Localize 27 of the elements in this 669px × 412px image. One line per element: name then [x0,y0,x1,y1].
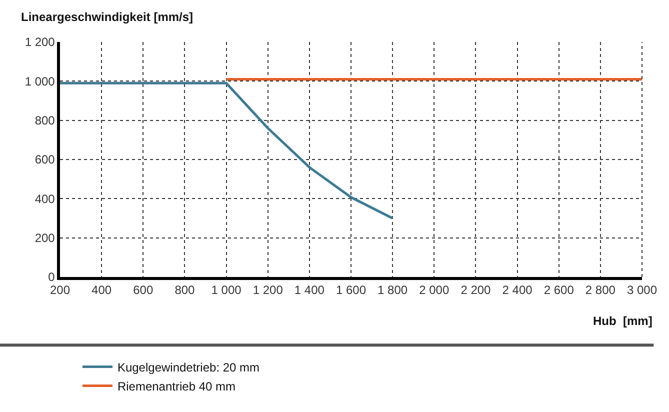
x-tick-label: 2 000 [419,283,450,298]
x-tick-label: 800 [174,283,196,298]
y-tick-label: 0 [48,270,56,284]
x-tick-label: 2 400 [502,283,533,298]
legend-label: Riemenantrieb 40 mm [117,379,236,394]
x-tick-label: 1 600 [336,283,366,298]
y-tick-label: 800 [34,114,56,128]
y-tick-label: 400 [34,192,56,206]
legend-label: Kugelgewindetrieb: 20 mm [117,360,260,374]
x-tick-label: 1 200 [252,283,284,298]
y-tick-label: 1 200 [24,35,56,50]
x-tick-label: 3 000 [626,283,658,298]
x-tick-label: 2 200 [460,283,492,298]
x-tick-label: 600 [133,283,154,298]
y-tick-label: 600 [34,152,56,167]
x-tick-label: 2 600 [544,283,574,298]
line-series [60,82,394,220]
y-tick-label: 200 [34,231,56,246]
x-axis-title: Hub [mm] [593,314,652,328]
x-tick-label: 2 800 [585,283,616,298]
y-axis-title: Lineargeschwindigkeit [mm/s] [21,10,194,24]
x-tick-label: 1 400 [294,283,325,298]
x-tick-label: 400 [92,283,112,298]
x-tick-label: 1 000 [211,283,242,298]
x-tick-label: 1 800 [378,283,408,298]
x-tick-label: 200 [50,283,70,298]
y-tick-label: 1 000 [24,74,56,88]
